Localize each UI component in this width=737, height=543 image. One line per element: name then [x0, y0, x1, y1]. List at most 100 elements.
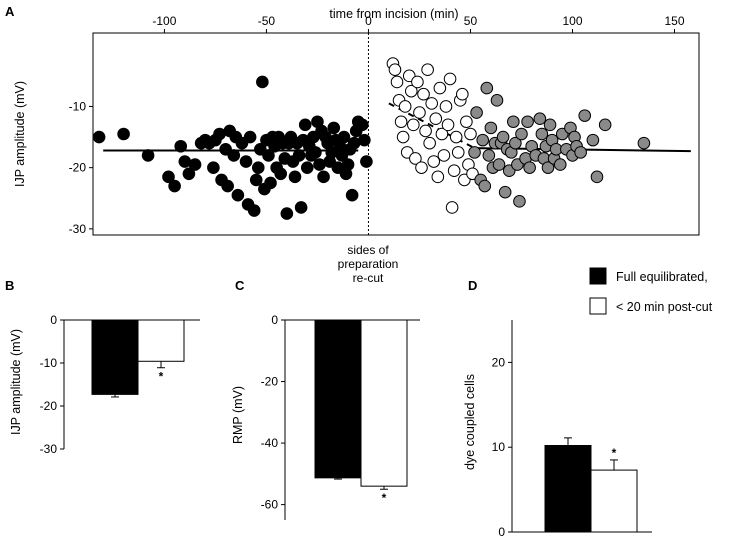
data-point	[409, 152, 422, 165]
data-point	[515, 127, 528, 141]
x-tick-label: 0	[365, 14, 372, 28]
data-point	[521, 115, 534, 129]
data-point	[443, 72, 457, 86]
bar	[137, 319, 185, 362]
data-point	[309, 146, 322, 159]
data-point	[513, 195, 526, 208]
y-tick-label: -20	[40, 399, 58, 413]
data-point	[247, 204, 261, 217]
data-point	[498, 185, 512, 199]
data-point	[317, 170, 330, 184]
annotation-line-3: re-cut	[353, 271, 384, 285]
panel-d-ylabel: dye coupled cells	[463, 374, 477, 470]
y-tick-label: 0	[50, 313, 57, 327]
data-point	[433, 81, 447, 95]
y-tick-label: 0	[498, 525, 505, 539]
data-point	[256, 75, 269, 89]
bar	[91, 319, 139, 395]
x-tick-label: 100	[562, 14, 582, 28]
data-point	[174, 139, 188, 153]
data-point	[480, 81, 494, 95]
data-point	[449, 130, 463, 144]
data-point	[476, 133, 490, 147]
data-point	[423, 136, 436, 150]
data-point	[435, 127, 449, 141]
data-point	[356, 118, 369, 132]
data-point	[411, 75, 424, 89]
data-point	[405, 84, 418, 98]
data-point	[470, 106, 483, 119]
data-point	[390, 75, 404, 89]
data-point	[162, 170, 175, 184]
bar-panel-d: dye coupled cells 0 10 20 *	[463, 320, 652, 539]
y-tick-label: -30	[40, 442, 58, 456]
panel-a-ylabel: IJP amplitude (mV)	[13, 81, 27, 187]
x-tick-label: 50	[464, 14, 478, 28]
data-point	[437, 149, 451, 162]
data-point	[337, 130, 351, 144]
panel-label-a: A	[5, 4, 15, 19]
data-point	[598, 118, 612, 132]
data-point	[553, 158, 567, 171]
data-point	[288, 170, 302, 184]
data-point	[221, 179, 234, 193]
data-point	[292, 149, 306, 162]
data-point	[417, 87, 430, 101]
data-point	[460, 115, 473, 129]
panel-label-c: C	[235, 278, 245, 293]
panel-a-yticks: -10 -20 -30	[69, 99, 93, 236]
data-point	[543, 118, 557, 132]
data-point	[358, 133, 371, 147]
bar-panel-b: IJP amplitude (mV) 0 -10 -20 -30 *	[9, 313, 200, 456]
y-tick-label: 0	[271, 313, 278, 327]
legend-swatch-post-cut	[589, 297, 607, 315]
data-point	[447, 164, 461, 178]
data-point	[251, 161, 265, 174]
data-point	[262, 149, 275, 162]
data-point	[419, 124, 432, 138]
legend-label-full: Full equilibrated,	[616, 270, 708, 284]
data-point	[388, 63, 402, 77]
data-point	[327, 121, 341, 135]
x-tick-label: 150	[664, 14, 684, 28]
data-point	[533, 112, 547, 125]
y-tick-label: -10	[69, 99, 87, 113]
bar	[590, 469, 638, 533]
significance-star: *	[382, 491, 387, 505]
data-point	[117, 127, 130, 141]
y-tick-label: 20	[492, 355, 506, 369]
data-point	[345, 188, 359, 202]
data-point	[441, 118, 455, 132]
x-tick-label: -50	[258, 14, 276, 28]
data-point	[425, 97, 439, 110]
y-tick-label: -60	[261, 498, 279, 512]
data-point	[535, 127, 549, 141]
data-point	[298, 118, 312, 132]
annotation-line-2: preparation	[338, 257, 399, 271]
panel-a-xticks: -100 -50 0 50 100 150	[152, 14, 685, 33]
data-point	[590, 170, 604, 184]
scatter-panel-a: time from incision (min) IJP amplitude (…	[13, 7, 700, 285]
data-point	[231, 188, 245, 202]
data-point	[464, 127, 477, 141]
panel-label-b: B	[5, 278, 14, 293]
data-point	[407, 118, 420, 132]
bar	[314, 319, 362, 479]
y-tick-label: 10	[492, 440, 506, 454]
data-point	[509, 136, 522, 150]
data-point	[478, 179, 492, 193]
data-point	[586, 133, 600, 147]
data-point	[92, 130, 106, 144]
data-point	[451, 146, 465, 159]
data-point	[578, 109, 592, 122]
data-point	[492, 158, 506, 171]
panel-a-points	[92, 57, 651, 220]
data-point	[523, 161, 536, 174]
significance-star: *	[612, 446, 617, 460]
y-tick-label: -20	[261, 375, 279, 389]
data-point	[182, 167, 196, 181]
data-point	[507, 115, 520, 129]
data-point	[141, 149, 155, 162]
data-point	[294, 201, 308, 214]
data-point	[439, 100, 453, 113]
